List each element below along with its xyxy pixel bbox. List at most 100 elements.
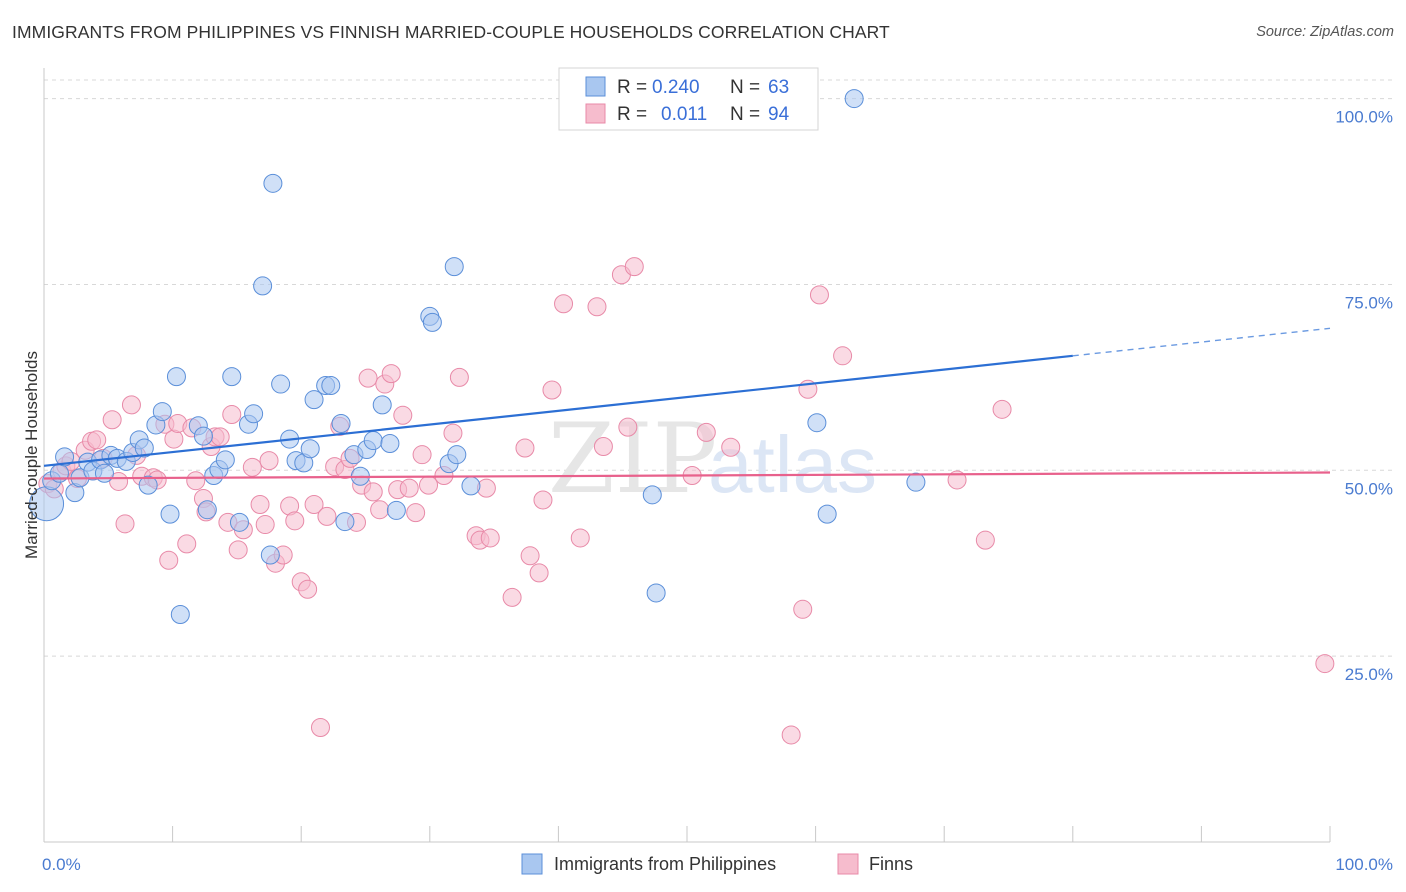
x-tick-label-min: 0.0% [42,855,81,874]
point-finns [242,457,262,477]
point-finns [399,478,419,498]
y-axis-label: Married-couple Households [22,351,41,559]
point-finns [533,490,553,510]
point-philippines [372,395,392,415]
bottom-legend-label-philippines: Immigrants from Philippines [554,854,776,874]
point-finns [259,451,279,471]
y-tick-label: 100.0% [1335,108,1393,127]
point-philippines [646,583,666,603]
point-philippines [300,439,320,459]
point-philippines [197,500,217,520]
legend-n-value-1: 63 [768,77,789,98]
y-tick-label: 25.0% [1345,665,1393,684]
point-finns [87,430,107,450]
point-philippines [170,605,190,625]
legend-r-value-1: 0.240 [652,77,700,98]
point-finns [480,528,500,548]
legend-r-value-2: 0.011 [661,104,707,125]
point-finns [520,546,540,566]
y-tick-label: 50.0% [1345,479,1393,498]
point-finns [781,725,801,745]
point-finns [793,599,813,619]
point-finns [419,475,439,495]
point-philippines [807,413,827,433]
legend-swatch-philippines [585,76,606,97]
point-philippines [331,413,351,433]
point-philippines [642,485,662,505]
points-layer [29,89,1335,745]
chart-title: IMMIGRANTS FROM PHILIPPINES VS FINNISH M… [12,22,890,42]
point-philippines [447,445,467,465]
y-tick-label: 75.0% [1345,293,1393,312]
point-philippines [222,367,242,387]
point-finns [102,410,122,430]
point-finns [363,482,383,502]
point-finns [210,427,230,447]
point-philippines [304,390,324,410]
point-finns [250,494,270,514]
point-philippines [422,312,442,332]
point-finns [310,718,330,738]
point-finns [109,471,129,491]
point-philippines [386,500,406,520]
point-philippines [335,512,355,532]
point-finns [618,417,638,437]
legend-n-label-2: N = [730,104,760,125]
legend: R = 0.240 N = 63 R = 0.011 N = 94 [558,67,819,131]
point-finns [186,471,206,491]
point-finns [285,511,305,531]
point-finns [121,395,141,415]
point-finns [593,437,613,457]
point-philippines [49,463,69,483]
legend-n-value-2: 94 [768,104,790,125]
point-finns [696,422,716,442]
point-finns [177,534,197,554]
point-finns [228,540,248,560]
point-philippines [321,376,341,396]
point-finns [317,506,337,526]
point-finns [159,550,179,570]
point-philippines [134,438,154,458]
x-tick-label-max: 100.0% [1335,855,1393,874]
point-philippines [244,404,264,424]
trendline-philippines [43,354,1073,467]
grid-layer [44,79,1393,657]
point-finns [381,364,401,384]
point-philippines [55,447,75,467]
point-finns [570,528,590,548]
point-finns [115,514,135,534]
point-philippines [160,504,180,524]
point-finns [947,470,967,490]
point-philippines [152,402,172,422]
point-philippines [461,476,481,496]
bottom-legend-swatch-philippines [521,853,543,875]
point-finns [624,257,644,277]
point-finns [809,285,829,305]
point-finns [529,563,549,583]
bottom-legend: Immigrants from Philippines Finns [521,853,913,875]
legend-n-label-1: N = [730,77,760,98]
watermark-atlas: atlas [708,420,877,509]
point-finns [164,429,184,449]
point-finns [515,438,535,458]
point-philippines [263,173,283,193]
point-philippines [260,545,280,565]
chart-source: Source: ZipAtlas.com [1256,24,1394,40]
point-philippines [844,89,864,109]
point-philippines [94,463,114,483]
point-finns [587,297,607,317]
point-finns [358,368,378,388]
legend-swatch-finns [585,103,606,124]
point-philippines [215,450,235,470]
point-finns [449,367,469,387]
point-finns [833,346,853,366]
point-finns [1315,654,1335,674]
point-philippines [229,512,249,532]
trendline-philippines-extension [1072,327,1331,357]
watermark: ZIP atlas [548,403,877,515]
trend-layer [43,327,1331,480]
point-finns [502,587,522,607]
point-philippines [906,472,926,492]
point-philippines [817,504,837,524]
